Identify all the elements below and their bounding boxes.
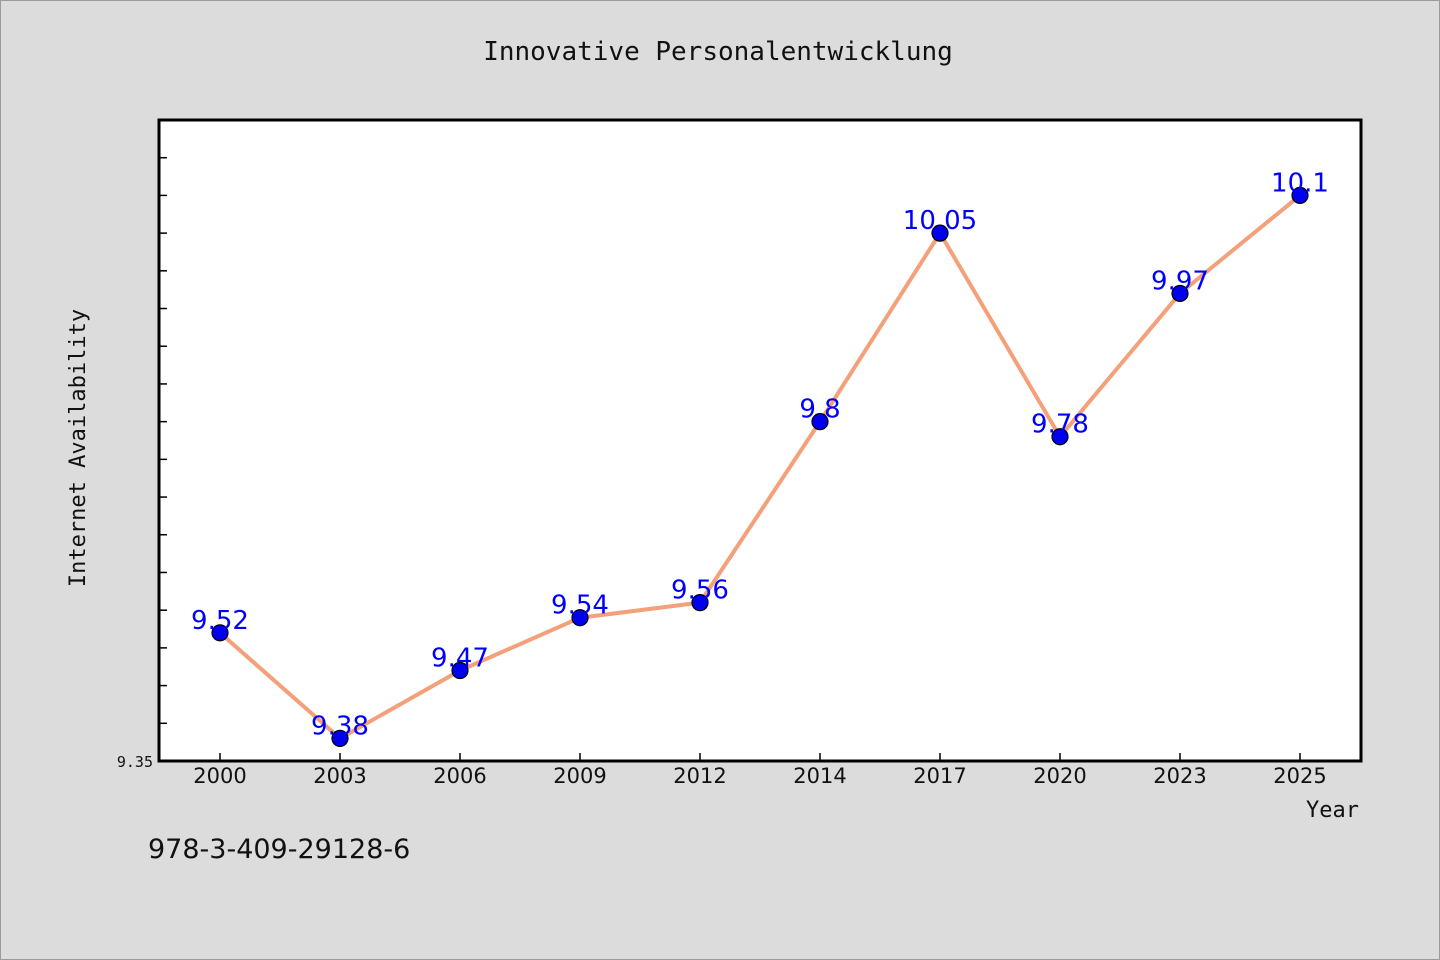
x-tick-label: 2006 bbox=[433, 764, 486, 788]
x-tick-label: 2014 bbox=[793, 764, 846, 788]
data-label: 9.38 bbox=[311, 711, 369, 741]
series-layer: 9.52 9.38 9.47 9.54 9.56 9.8 10.05 9.78 9.97 10.1 bbox=[191, 168, 1329, 747]
data-label: 9.78 bbox=[1031, 410, 1089, 440]
y-tick-label: 9.35 bbox=[117, 753, 153, 771]
data-point bbox=[1171, 284, 1189, 303]
x-axis-label: Year bbox=[1306, 798, 1359, 823]
data-label: 9.8 bbox=[799, 395, 840, 425]
y-axis-label: Internet Availability bbox=[66, 309, 91, 587]
data-point bbox=[571, 609, 589, 627]
plot-frame bbox=[157, 118, 1363, 763]
x-tick-label: 2009 bbox=[553, 764, 606, 788]
x-axis-ticks: 2000 2003 2006 2009 2012 2014 2017 2020 2023 2025 bbox=[193, 753, 1327, 788]
data-label: 9.56 bbox=[671, 576, 729, 606]
x-tick-label: 2000 bbox=[193, 764, 246, 788]
data-point bbox=[211, 624, 229, 642]
data-point bbox=[331, 729, 349, 747]
x-tick-label: 2012 bbox=[673, 764, 726, 788]
chart-title: Innovative Personalentwicklung bbox=[483, 37, 953, 67]
x-tick-label: 2017 bbox=[913, 764, 966, 788]
plot-area bbox=[159, 120, 1361, 761]
data-label: 9.97 bbox=[1151, 266, 1209, 296]
data-label: 9.52 bbox=[191, 606, 249, 636]
data-label: 10.05 bbox=[903, 206, 977, 236]
isbn-text: 978-3-409-29128-6 bbox=[148, 834, 411, 865]
series-line bbox=[218, 193, 1302, 741]
data-label: 10.1 bbox=[1271, 168, 1329, 198]
data-point bbox=[691, 594, 709, 612]
x-tick-label: 2003 bbox=[313, 764, 366, 788]
data-point bbox=[1051, 428, 1069, 446]
data-label: 9.54 bbox=[551, 591, 609, 621]
data-point bbox=[1291, 186, 1309, 205]
x-tick-label: 2025 bbox=[1273, 764, 1326, 788]
x-tick-label: 2023 bbox=[1153, 764, 1206, 788]
data-label: 9.47 bbox=[431, 644, 489, 674]
data-point bbox=[451, 661, 469, 680]
data-point bbox=[931, 224, 949, 242]
x-tick-label: 2020 bbox=[1033, 764, 1086, 788]
data-point bbox=[811, 413, 829, 431]
